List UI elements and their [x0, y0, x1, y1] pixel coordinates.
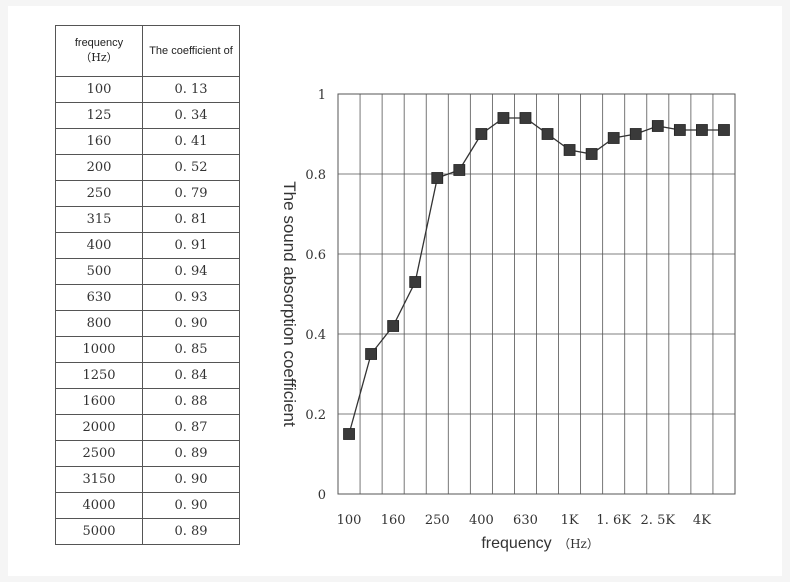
- frequency-cell: 1600: [55, 388, 143, 415]
- table-row: 5000 0. 89: [55, 518, 240, 545]
- frequency-cell: 400: [55, 232, 143, 259]
- data-point-marker: [673, 124, 686, 136]
- coefficient-cell: 0. 89: [142, 518, 240, 545]
- coefficient-cell: 0. 52: [142, 154, 240, 181]
- data-point-marker: [519, 112, 532, 124]
- data-point-marker: [497, 112, 510, 124]
- coefficient-cell: 0. 93: [142, 284, 240, 311]
- data-point-marker: [607, 132, 620, 144]
- coefficient-cell: 0. 41: [142, 128, 240, 155]
- table-row: 3150 0. 90: [55, 466, 240, 493]
- x-tick-label: 400: [469, 513, 494, 528]
- data-point-marker: [718, 124, 730, 136]
- coefficient-cell: 0. 84: [142, 362, 240, 389]
- data-point-marker: [365, 348, 377, 360]
- data-point-marker: [343, 428, 355, 440]
- frequency-cell: 2000: [55, 414, 143, 441]
- frequency-cell: 5000: [55, 518, 143, 545]
- x-tick-label: 4K: [693, 513, 711, 528]
- y-tick-label: 0.4: [305, 328, 326, 343]
- frequency-cell: 125: [55, 102, 143, 129]
- coefficient-cell: 0. 79: [142, 180, 240, 207]
- coefficient-cell: 0. 94: [142, 258, 240, 285]
- data-point-marker: [409, 276, 422, 288]
- x-tick-label: 100: [337, 513, 362, 528]
- y-axis-label: The sound absorption coefficient: [280, 181, 299, 427]
- y-tick-label: 0.6: [305, 248, 326, 263]
- table-row: 1600 0. 88: [55, 388, 240, 415]
- table-row: 315 0. 81: [55, 206, 240, 233]
- header-frequency: frequency （Hz）: [55, 25, 143, 77]
- data-point-marker: [541, 128, 554, 140]
- table-row: 200 0. 52: [55, 154, 240, 181]
- coefficient-cell: 0. 90: [142, 492, 240, 519]
- frequency-cell: 800: [55, 310, 143, 337]
- x-tick-label: 160: [381, 513, 406, 528]
- x-axis-label: frequency: [481, 535, 551, 552]
- x-tick-label: 250: [425, 513, 450, 528]
- header-frequency-unit: （Hz）: [80, 51, 118, 64]
- header-frequency-label: frequency: [74, 37, 124, 49]
- table-row: 500 0. 94: [55, 258, 240, 285]
- frequency-cell: 2500: [55, 440, 143, 467]
- table-row: 800 0. 90: [55, 310, 240, 337]
- frequency-cell: 315: [55, 206, 143, 233]
- data-point-marker: [629, 128, 642, 140]
- coefficient-cell: 0. 87: [142, 414, 240, 441]
- absorption-chart: 0 0.2 0.4 0.6 0.8 1 100 160 250 400 630 1K 1. 6K 2. 5…: [280, 88, 736, 552]
- frequency-cell: 160: [55, 128, 143, 155]
- data-point-marker: [696, 124, 708, 136]
- x-tick-label: 1K: [561, 513, 579, 528]
- frequency-cell: 500: [55, 258, 143, 285]
- coefficient-table: frequency （Hz） The coefficient of 100 0. …: [55, 25, 240, 545]
- coefficient-cell: 0. 13: [142, 76, 240, 103]
- table-row: 1000 0. 85: [55, 336, 240, 363]
- coefficient-cell: 0. 85: [142, 336, 240, 363]
- frequency-cell: 100: [55, 76, 143, 103]
- coefficient-cell: 0. 81: [142, 206, 240, 233]
- data-point-marker: [475, 128, 488, 140]
- coefficient-cell: 0. 90: [142, 310, 240, 337]
- table-header-row: frequency （Hz） The coefficient of: [55, 25, 240, 77]
- x-tick-label: 1. 6K: [596, 513, 631, 528]
- coefficient-cell: 0. 90: [142, 466, 240, 493]
- data-point-marker: [585, 148, 598, 160]
- frequency-cell: 630: [55, 284, 143, 311]
- coefficient-cell: 0. 34: [142, 102, 240, 129]
- frequency-cell: 3150: [55, 466, 143, 493]
- y-tick-label: 1: [318, 88, 326, 103]
- y-tick-label: 0.8: [305, 168, 326, 183]
- table-row: 100 0. 13: [55, 76, 240, 103]
- x-axis-unit: （Hz）: [558, 537, 599, 551]
- data-point-marker: [563, 144, 576, 156]
- frequency-cell: 4000: [55, 492, 143, 519]
- y-tick-label: 0: [318, 488, 326, 503]
- table-row: 2000 0. 87: [55, 414, 240, 441]
- x-tick-label: 630: [513, 513, 538, 528]
- table-row: 250 0. 79: [55, 180, 240, 207]
- table-row: 160 0. 41: [55, 128, 240, 155]
- coefficient-cell: 0. 88: [142, 388, 240, 415]
- data-point-marker: [431, 172, 444, 184]
- y-tick-label: 0.2: [305, 408, 326, 423]
- coefficient-cell: 0. 89: [142, 440, 240, 467]
- table-row: 125 0. 34: [55, 102, 240, 129]
- header-coefficient-label: The coefficient of: [149, 45, 233, 57]
- coefficient-cell: 0. 91: [142, 232, 240, 259]
- table-row: 1250 0. 84: [55, 362, 240, 389]
- table-row: 630 0. 93: [55, 284, 240, 311]
- frequency-cell: 1250: [55, 362, 143, 389]
- table-row: 400 0. 91: [55, 232, 240, 259]
- frequency-cell: 200: [55, 154, 143, 181]
- header-coefficient: The coefficient of: [142, 25, 240, 77]
- data-point-marker: [651, 120, 664, 132]
- x-tick-label: 2. 5K: [641, 513, 676, 528]
- table-row: 4000 0. 90: [55, 492, 240, 519]
- frequency-cell: 1000: [55, 336, 143, 363]
- frequency-cell: 250: [55, 180, 143, 207]
- data-point-marker: [453, 164, 466, 176]
- table-row: 2500 0. 89: [55, 440, 240, 467]
- data-point-marker: [387, 320, 400, 332]
